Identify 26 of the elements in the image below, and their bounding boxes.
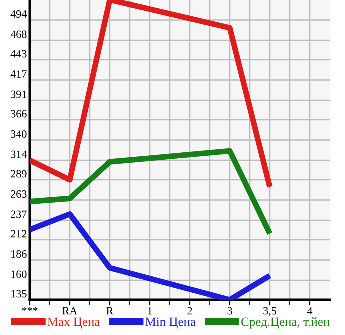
y-tick-label: 417 <box>10 70 27 78</box>
legend-label: Max Цена <box>48 318 100 329</box>
x-tick-label: R <box>106 307 114 315</box>
y-tick-label: 212 <box>11 230 27 238</box>
y-tick-label: 263 <box>11 190 27 198</box>
y-tick-label: 366 <box>11 110 27 118</box>
legend-label: Min Цена <box>146 318 196 329</box>
y-tick-label: 160 <box>12 270 27 278</box>
x-tick-label: *** <box>22 307 38 312</box>
x-tick-label: RA <box>62 307 78 315</box>
y-tick-label: 494 <box>10 10 28 18</box>
y-tick-label: 186 <box>12 250 27 258</box>
x-tick-label: 1 <box>148 307 152 315</box>
y-tick-label: 314 <box>11 150 28 158</box>
y-tick-label: 443 <box>10 50 27 58</box>
y-tick-label: 468 <box>10 30 27 38</box>
x-tick-label: 3,5 <box>264 307 277 316</box>
y-tick-label: 135 <box>12 290 27 298</box>
x-tick-label: 4 <box>307 307 313 315</box>
y-tick-label: 340 <box>11 130 27 138</box>
x-tick-label: 2 <box>188 307 192 315</box>
y-tick-label: 237 <box>11 210 27 218</box>
legend-label: Сред.Цена, т.йен <box>242 318 330 329</box>
x-tick-label: 3 <box>228 307 232 315</box>
y-tick-label: 391 <box>11 90 27 98</box>
y-tick-label: 289 <box>11 170 27 178</box>
